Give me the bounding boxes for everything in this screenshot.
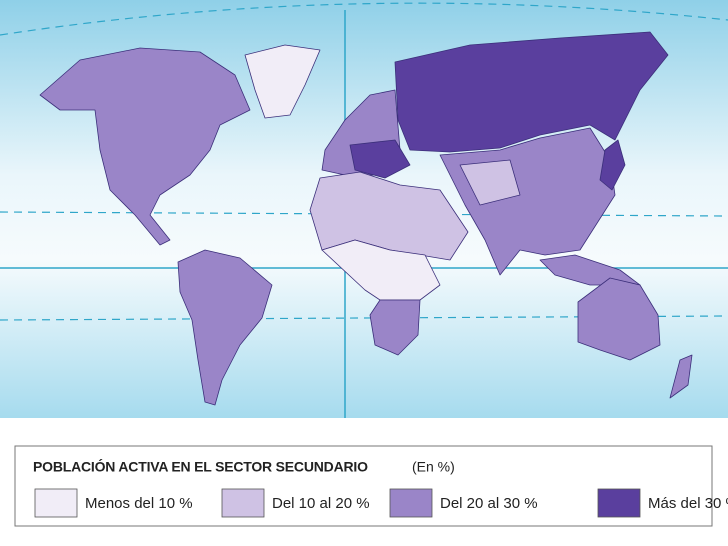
- legend-label: Menos del 10 %: [85, 495, 193, 512]
- japan: [599, 139, 626, 191]
- legend-label: Del 20 al 30 %: [440, 495, 538, 512]
- legend-items: Menos del 10 % Del 10 al 20 % Del 20 al 30…: [34, 488, 728, 518]
- legend-label: Más del 30 %: [648, 495, 728, 512]
- russia: [394, 31, 669, 153]
- legend-title: POBLACIÓN ACTIVA EN EL SECTOR SECUNDARIO: [33, 458, 368, 475]
- central-asia: [459, 159, 521, 206]
- legend-swatch: [34, 488, 78, 518]
- new-zealand: [669, 354, 693, 399]
- legend-label: Del 10 al 20 %: [272, 495, 370, 512]
- continents: [39, 31, 693, 406]
- southern-africa: [369, 299, 421, 356]
- arctic-circle: [0, 2, 728, 36]
- australia: [577, 277, 661, 361]
- legend-unit: (En %): [412, 459, 455, 475]
- eastern-europe: [349, 139, 411, 179]
- legend-box: [14, 445, 713, 527]
- legend-swatch: [597, 488, 641, 518]
- greenland: [244, 44, 321, 119]
- central-africa: [321, 239, 441, 301]
- legend-swatch: [221, 488, 265, 518]
- legend-swatch: [389, 488, 433, 518]
- north-africa: [309, 171, 469, 261]
- north-america: [39, 47, 251, 246]
- south-america: [177, 249, 273, 406]
